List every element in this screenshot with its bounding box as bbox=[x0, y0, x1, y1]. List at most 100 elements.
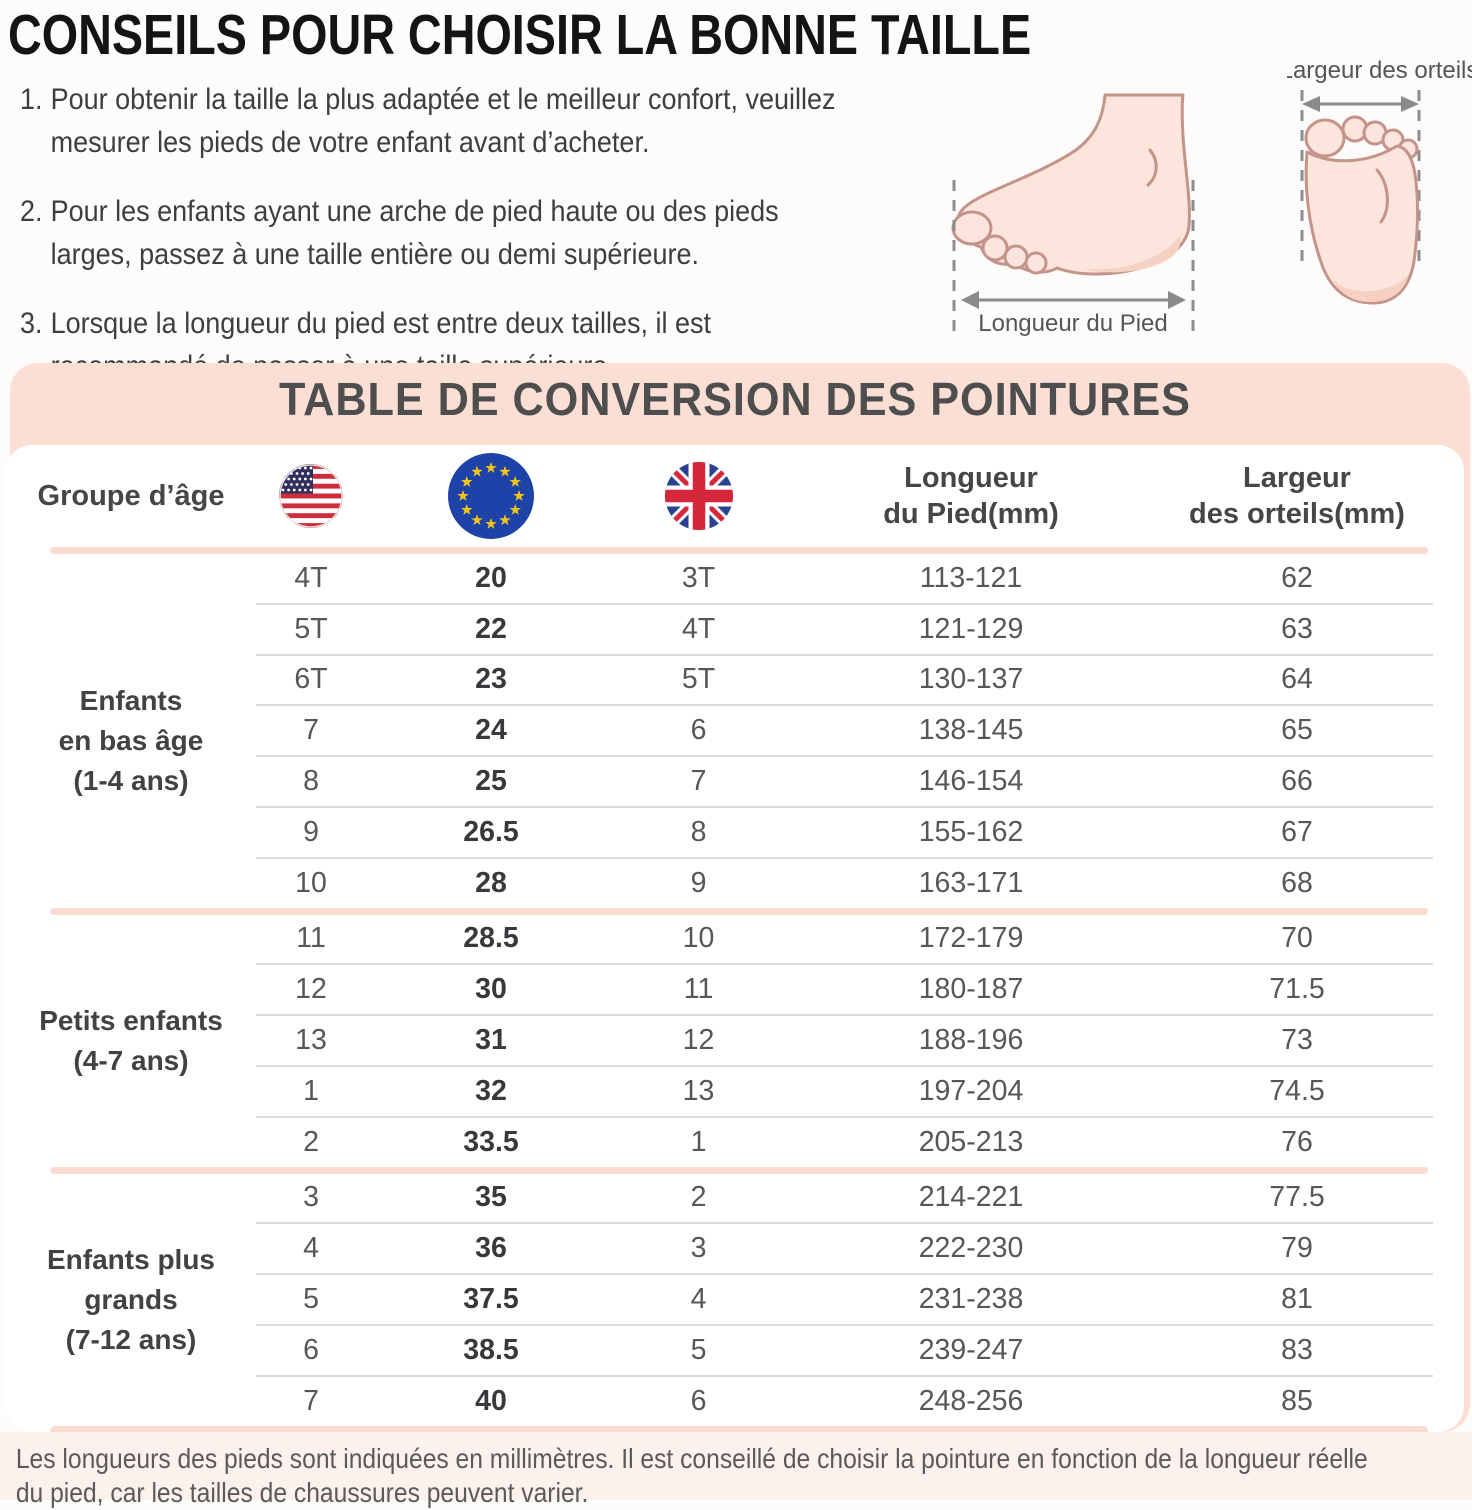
table-cell: 7 bbox=[690, 765, 707, 798]
arrowhead-left bbox=[961, 291, 979, 309]
table-cell: 7 bbox=[303, 1384, 319, 1417]
table-cell: 10 bbox=[295, 866, 327, 899]
arch-crease bbox=[1375, 168, 1389, 224]
table-cell: 63 bbox=[1281, 612, 1313, 645]
table-group: Petits enfants (4-7 ans) 11 28.5 10 172-179 70… bbox=[6, 915, 1464, 1167]
table-row: 5T 22 4T 121-129 63 bbox=[256, 605, 1433, 656]
table-cell: 30 bbox=[475, 973, 507, 1006]
tip-item-1: 1. Pour obtenir la taille la plus adapté… bbox=[20, 78, 884, 164]
tip-item-2: 2. Pour les enfants ayant une arche de p… bbox=[20, 190, 884, 276]
table-cell: 65 bbox=[1281, 714, 1313, 747]
group-label: Petits enfants (4-7 ans) bbox=[6, 915, 256, 1167]
table-cell: 36 bbox=[475, 1232, 507, 1265]
table-cell: 64 bbox=[1281, 663, 1313, 696]
footnote-line: du pied, car les tailles de chaussures p… bbox=[15, 1477, 589, 1508]
table-row: 13 31 12 188-196 73 bbox=[256, 1016, 1433, 1067]
table-row: 4 36 3 222-230 79 bbox=[256, 1224, 1433, 1276]
us-flag-icon bbox=[279, 464, 343, 528]
group-label-line: (7-12 ans) bbox=[65, 1323, 197, 1355]
table-cell: 1 bbox=[690, 1125, 707, 1158]
header-line: Largeur bbox=[1243, 461, 1351, 494]
group-rows: 3 35 2 214-221 77.5 4 36 3 222-230 79 5 37.5 4 231-23… bbox=[256, 1174, 1433, 1426]
table-cell: 155-162 bbox=[918, 815, 1024, 848]
table-cell: 83 bbox=[1281, 1333, 1313, 1366]
table-row: 6T 23 5T 130-137 64 bbox=[256, 656, 1433, 707]
group-separator bbox=[50, 907, 1428, 915]
tip-text: Pour les enfants ayant une arche de pied… bbox=[50, 195, 779, 228]
table-cell: 222-230 bbox=[918, 1232, 1024, 1265]
table-cell: 10 bbox=[682, 922, 715, 955]
table-row: 10 28 9 163-171 68 bbox=[256, 859, 1433, 908]
table-cell: 5 bbox=[690, 1333, 707, 1366]
group-label: Enfants en bas âge (1-4 ans) bbox=[6, 564, 256, 918]
table-cell: 248-256 bbox=[918, 1384, 1024, 1417]
table-cell: 5T bbox=[681, 663, 716, 696]
table-row: 3 35 2 214-221 77.5 bbox=[256, 1174, 1433, 1225]
header-separator bbox=[50, 547, 1428, 554]
group-label-line: Enfants plus bbox=[46, 1243, 215, 1275]
table-row: 7 24 6 138-145 65 bbox=[256, 706, 1433, 758]
table-cell: 11 bbox=[683, 973, 714, 1006]
heel-shading bbox=[1085, 236, 1181, 273]
table-cell: 138-145 bbox=[918, 714, 1024, 747]
table-cell: 4T bbox=[294, 561, 328, 594]
table-cell: 35 bbox=[475, 1181, 507, 1214]
header-us bbox=[256, 464, 366, 528]
table-row: 2 33.5 1 205-213 76 bbox=[256, 1118, 1433, 1167]
footnote-line: Les longueurs des pieds sont indiquées e… bbox=[15, 1443, 1368, 1474]
tip-text: Pour obtenir la taille la plus adaptée e… bbox=[50, 83, 836, 116]
table-row: 12 30 11 180-187 71.5 bbox=[256, 965, 1433, 1017]
table-cell: 71.5 bbox=[1269, 973, 1325, 1006]
table-row: 11 28.5 10 172-179 70 bbox=[256, 915, 1433, 966]
table-cell: 1 bbox=[303, 1074, 319, 1107]
group-label-line: grands bbox=[84, 1283, 178, 1315]
table-cell: 172-179 bbox=[918, 922, 1024, 955]
table-cell: 197-204 bbox=[918, 1074, 1024, 1107]
table-cell: 239-247 bbox=[918, 1333, 1024, 1366]
table-cell: 3T bbox=[681, 561, 716, 594]
table-cell: 9 bbox=[303, 815, 319, 848]
group-rows: 4T 20 3T 113-121 62 5T 22 4T 121-129 63 6T 23 5T 130-… bbox=[256, 554, 1433, 908]
table-cell: 67 bbox=[1281, 815, 1313, 848]
foot-length-diagram: Longueur du Pied bbox=[951, 93, 1195, 337]
tip-text: mesurer les pieds de votre enfant avant … bbox=[50, 126, 650, 159]
table-cell: 2 bbox=[690, 1181, 707, 1214]
table-cell: 4T bbox=[681, 612, 716, 645]
table-cell: 4 bbox=[303, 1232, 319, 1265]
table-cell: 20 bbox=[475, 561, 507, 594]
uk-flag-icon bbox=[664, 462, 733, 530]
table-group: Enfants plus grands (7-12 ans) 3 35 2 214-221 7… bbox=[6, 1174, 1464, 1426]
table-row: 9 26.5 8 155-162 67 bbox=[256, 808, 1433, 859]
big-toe bbox=[1304, 118, 1346, 158]
toe-width-label: Largeur des orteils bbox=[1287, 57, 1472, 84]
table-cell: 121-129 bbox=[918, 612, 1024, 645]
table-row: 5 37.5 4 231-238 81 bbox=[256, 1275, 1433, 1326]
table-cell: 77.5 bbox=[1269, 1181, 1325, 1214]
table-cell: 28 bbox=[475, 866, 507, 899]
footnote-band: Les longueurs des pieds sont indiquées e… bbox=[0, 1432, 1472, 1508]
group-label-line: (4-7 ans) bbox=[73, 1044, 189, 1076]
table-cell: 2 bbox=[303, 1125, 319, 1158]
table-cell: 130-137 bbox=[918, 663, 1024, 696]
tip-number: 2. bbox=[20, 195, 43, 228]
group-label-line: en bas âge bbox=[58, 724, 204, 756]
table-cell: 24 bbox=[475, 714, 507, 747]
table-group: Enfants en bas âge (1-4 ans) 4T 20 3T 113-121 6… bbox=[6, 554, 1464, 908]
table-cell: 9 bbox=[690, 866, 707, 899]
table-cell: 6 bbox=[303, 1333, 319, 1366]
table-cell: 6 bbox=[690, 714, 707, 747]
header-line: du Pied(mm) bbox=[883, 498, 1059, 530]
tip-number: 1. bbox=[20, 83, 43, 116]
group-label: Enfants plus grands (7-12 ans) bbox=[6, 1174, 256, 1426]
table-row: 7 40 6 248-256 85 bbox=[256, 1377, 1433, 1426]
size-table-card: Groupe d’âge bbox=[6, 445, 1464, 1436]
table-cell: 23 bbox=[475, 663, 507, 696]
table-cell: 33.5 bbox=[463, 1125, 519, 1158]
table-cell: 113-121 bbox=[919, 561, 1023, 594]
table-cell: 146-154 bbox=[918, 765, 1024, 798]
table-cell: 76 bbox=[1281, 1125, 1313, 1158]
tip-text: Lorsque la longueur du pied est entre de… bbox=[50, 307, 712, 340]
table-cell: 85 bbox=[1281, 1384, 1313, 1417]
table-cell: 8 bbox=[690, 815, 707, 848]
group-separator bbox=[50, 1166, 1428, 1174]
